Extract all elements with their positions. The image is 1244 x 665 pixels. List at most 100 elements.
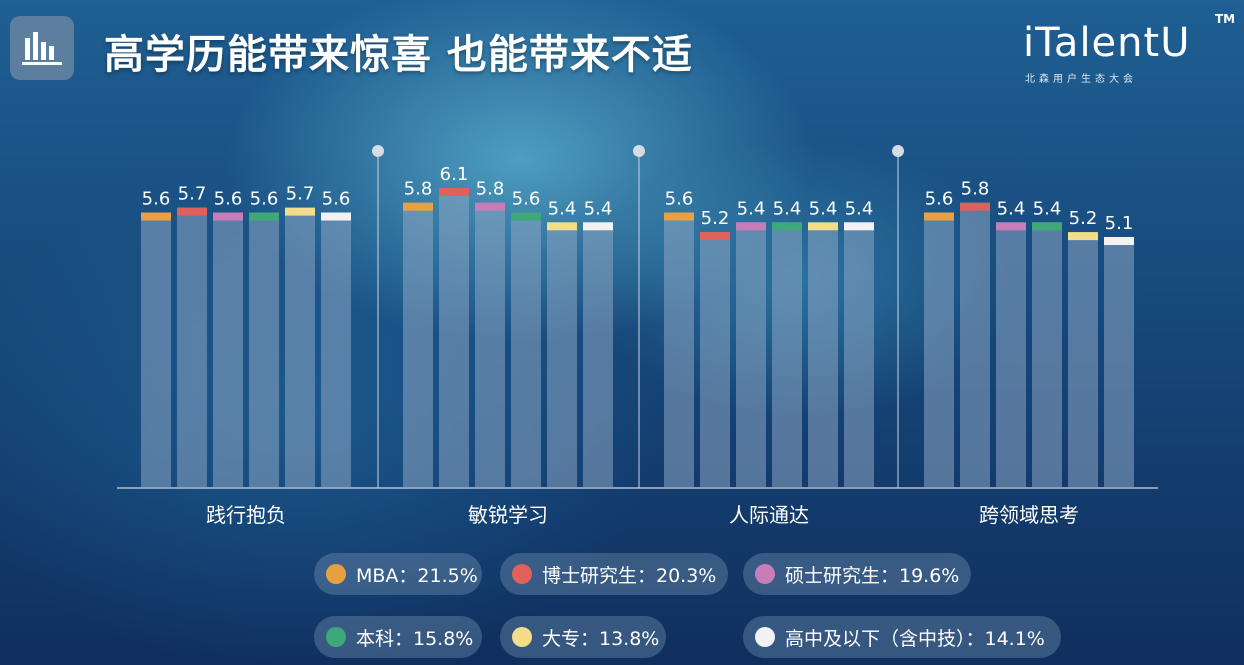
bar-value-label: 5.6 [665,189,694,210]
bar [736,222,766,488]
bar-value-label: 5.6 [925,189,954,210]
bar-cap [700,232,730,241]
bar-value-label: 5.2 [701,208,730,229]
bar-cap [664,212,694,221]
bar [547,222,577,488]
bar-value-label: 5.4 [548,198,577,219]
x-tick-label: 践行抱负 [206,503,286,527]
bar-cap [844,222,874,231]
bar-value-label: 5.6 [322,189,351,210]
bar-value-label: 5.4 [997,198,1026,219]
bar-value-label: 5.4 [1033,198,1062,219]
legend-label: 高中及以下（含中技）：14.1% [785,627,1045,650]
x-tick-label: 人际通达 [729,503,809,527]
legend-label: MBA：21.5% [356,564,478,587]
bar-cap [439,188,469,196]
bar-cap [772,222,802,231]
bar [177,207,207,487]
bar [772,222,802,488]
bar-cap [141,212,171,221]
separator-dot [633,145,645,157]
bar-value-label: 5.6 [250,189,279,210]
bar-cap [249,212,279,221]
header-icon [10,16,74,80]
bar-cap [808,222,838,231]
brand-logo: iTalentU TM 北森用户生态大会 [1015,10,1239,90]
bar-value-label: 5.8 [404,179,433,200]
bar-value-label: 5.4 [809,198,838,219]
bar [439,188,469,487]
bar [285,207,315,487]
legend-label: 本科：15.8% [356,627,474,650]
bar-cap [403,202,433,211]
bar-cap [736,222,766,231]
bar [321,212,351,488]
bar [924,212,954,488]
bar [1104,237,1134,487]
separator-dot [372,145,384,157]
separator-dot [892,145,904,157]
bar-cap [1068,232,1098,241]
bar-value-label: 5.6 [214,189,243,210]
legend-label: 大专：13.8% [542,627,660,650]
bar [664,212,694,488]
x-tick-label: 敏锐学习 [468,503,548,527]
legend-item: 硕士研究生：19.6% [743,553,971,595]
bar-cap [475,202,505,211]
bar-value-label: 5.4 [845,198,874,219]
bar-cap [285,207,315,216]
bar-value-label: 5.6 [142,189,171,210]
bar-value-label: 5.2 [1069,208,1098,229]
legend-item: 博士研究生：20.3% [500,553,728,595]
bar [996,222,1026,488]
bar-value-label: 5.7 [178,184,207,205]
logo-subtitle: 北森用户生态大会 [1025,74,1137,85]
logo-text: iTalentU [1023,20,1191,66]
bar-cap [960,202,990,211]
bar [1068,232,1098,487]
legend-item: 大专：13.8% [500,616,666,658]
legend-label: 硕士研究生：19.6% [785,564,960,587]
bar [844,222,874,488]
bar [808,222,838,488]
bar [960,202,990,487]
bar-value-label: 5.7 [286,184,315,205]
bar-chart-icon [22,32,62,65]
bar-cap [547,222,577,231]
bar-value-label: 5.8 [476,179,505,200]
legend-swatch [755,564,775,584]
bar-value-label: 5.4 [773,198,802,219]
logo-trademark: TM [1215,12,1236,26]
bar [1032,222,1062,488]
bar-cap [1032,222,1062,231]
legend-item: 本科：15.8% [314,616,482,658]
legend-swatch [326,627,346,647]
bar-value-label: 6.1 [440,164,469,185]
bar [583,222,613,488]
bar [141,212,171,488]
legend-swatch [755,627,775,647]
legend-label: 博士研究生：20.3% [542,564,717,587]
bar-cap [213,212,243,221]
legend-swatch [512,627,532,647]
legend-swatch [512,564,532,584]
bar [213,212,243,488]
bar-cap [1104,237,1134,246]
bar-cap [583,222,613,231]
bar-cap [177,207,207,216]
page-title: 高学历能带来惊喜 也能带来不适 [104,32,693,78]
legend-swatch [326,564,346,584]
bar [475,202,505,487]
bar-value-label: 5.4 [737,198,766,219]
bar-cap [511,212,541,221]
legend-item: MBA：21.5% [314,553,482,595]
bar-cap [996,222,1026,231]
x-tick-label: 跨领域思考 [979,503,1079,527]
bar [700,232,730,487]
legend-item: 高中及以下（含中技）：14.1% [743,616,1061,658]
bar-value-label: 5.8 [961,179,990,200]
bar-cap [924,212,954,221]
bar [511,212,541,488]
bar [403,202,433,487]
